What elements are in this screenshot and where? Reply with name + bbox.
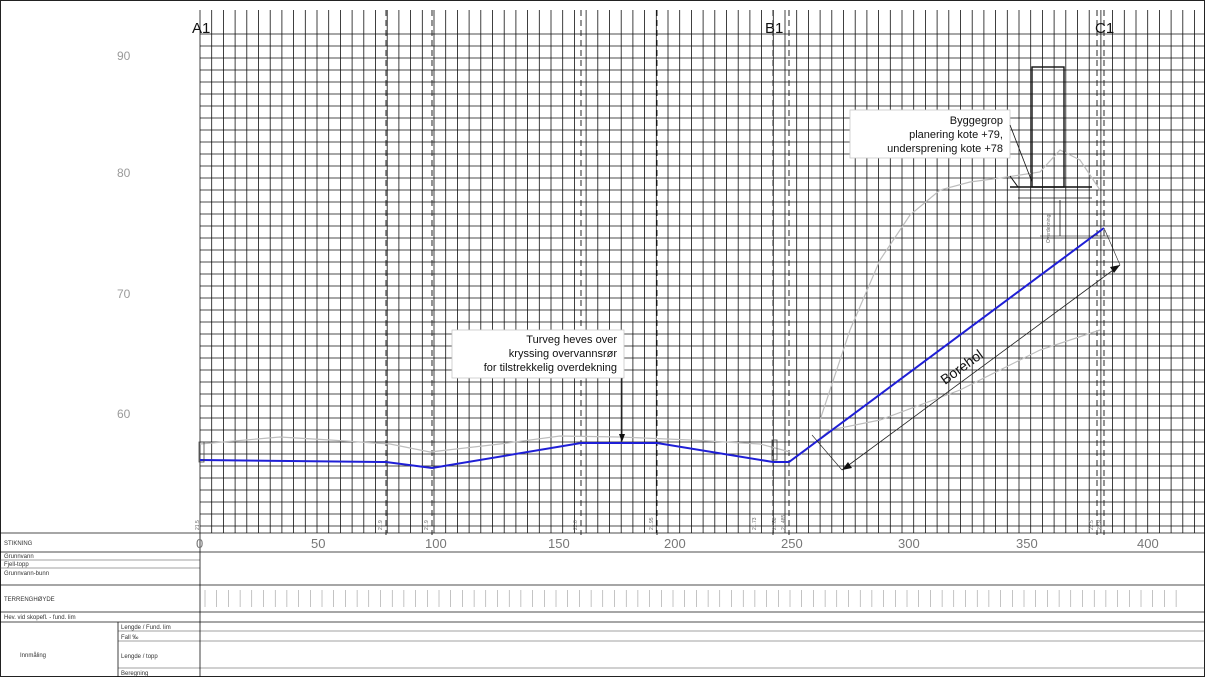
elevation-label-60: 60 [117, 407, 131, 421]
section-marker-a1: A1 [192, 20, 210, 37]
svg-text:22.9: 22.9 [1097, 520, 1103, 530]
svg-text:21.95: 21.95 [649, 517, 655, 530]
data-table [0, 532, 1205, 677]
station-lines [385, 10, 1105, 535]
svg-text:22.0: 22.0 [573, 520, 579, 530]
distance-labels: 0 50 100 150 200 250 300 350 400 [196, 536, 1159, 551]
section-markers: A1 B1 C1 [192, 20, 1114, 37]
distance-label-150: 150 [548, 536, 570, 551]
distance-label-200: 200 [664, 536, 686, 551]
profile-line [199, 227, 1105, 470]
table-subrow-4: Beregning [121, 671, 148, 677]
elevation-label-70: 70 [117, 287, 131, 301]
annotation-byggegrop-line3: undersprening kote +78 [887, 143, 1003, 155]
svg-text:21.68: 21.68 [772, 517, 778, 530]
table-row-grunnvann-bunn: Grunnvann-bunn [4, 571, 49, 577]
svg-text:21.9: 21.9 [378, 520, 384, 530]
distance-label-0: 0 [196, 536, 203, 551]
table-side-label: Innmåling [20, 652, 46, 659]
svg-text:21.485: 21.485 [781, 514, 787, 530]
horizontal-grid [200, 33, 1205, 527]
section-marker-b1: B1 [765, 20, 783, 37]
start-marker [198, 441, 205, 463]
table-stikning-label: STIKNING [4, 541, 33, 547]
table-subrow-3: Lengde / topp [121, 654, 158, 660]
elevation-labels: 90 80 70 60 [117, 49, 131, 421]
annotation-byggegrop: Byggegrop planering kote +79, underspren… [849, 109, 1033, 183]
annotation-turveg-line2: kryssing overvannsrør [509, 348, 618, 360]
table-subrow-2: Fall ‰ [121, 635, 138, 641]
svg-text:21.73: 21.73 [752, 517, 758, 530]
distance-label-300: 300 [898, 536, 920, 551]
table-subrow-1: Lengde / Fund. lim [121, 625, 171, 631]
elevation-label-90: 90 [117, 49, 131, 63]
svg-text:21.9: 21.9 [424, 520, 430, 530]
annotation-turveg-line1: Turveg heves over [526, 334, 617, 346]
distance-label-400: 400 [1137, 536, 1159, 551]
section-marker-c1: C1 [1095, 20, 1114, 37]
terrain-line [199, 149, 1101, 453]
table-row-grunnvann: Grunnvann [4, 554, 34, 560]
vertical-grid [199, 10, 1195, 533]
svg-text:21.5: 21.5 [195, 520, 201, 530]
table-row-fjell: Fjell-topp [4, 562, 29, 568]
svg-text:22.5: 22.5 [1089, 520, 1095, 530]
distance-label-100: 100 [425, 536, 447, 551]
b1-marker [771, 439, 778, 461]
distance-label-350: 350 [1016, 536, 1038, 551]
annotation-turveg: Turveg heves over kryssing overvannsrør … [451, 329, 625, 442]
annotation-turveg-line3: for tilstrekkelig overdekning [484, 362, 617, 374]
table-row-terreng: TERRENGHØYDE [4, 597, 55, 603]
terrain-height-values [204, 590, 1177, 607]
table-row-height: Hev. vid skopefl. - fund. lim [4, 615, 76, 621]
distance-label-250: 250 [781, 536, 803, 551]
distance-label-50: 50 [311, 536, 325, 551]
elevation-label-80: 80 [117, 166, 131, 180]
borehole-dimension [811, 227, 1121, 471]
overdekning-label: Overdekning [1046, 214, 1052, 243]
byggegrop-structure [1009, 66, 1110, 237]
annotation-byggegrop-line2: planering kote +79, [909, 129, 1003, 141]
annotation-byggegrop-line1: Byggegrop [950, 115, 1003, 127]
terrain-line-lower [799, 329, 1101, 456]
station-tick-labels: 21.5 21.9 21.9 22.0 21.95 21.73 21.68 21… [195, 514, 1103, 530]
